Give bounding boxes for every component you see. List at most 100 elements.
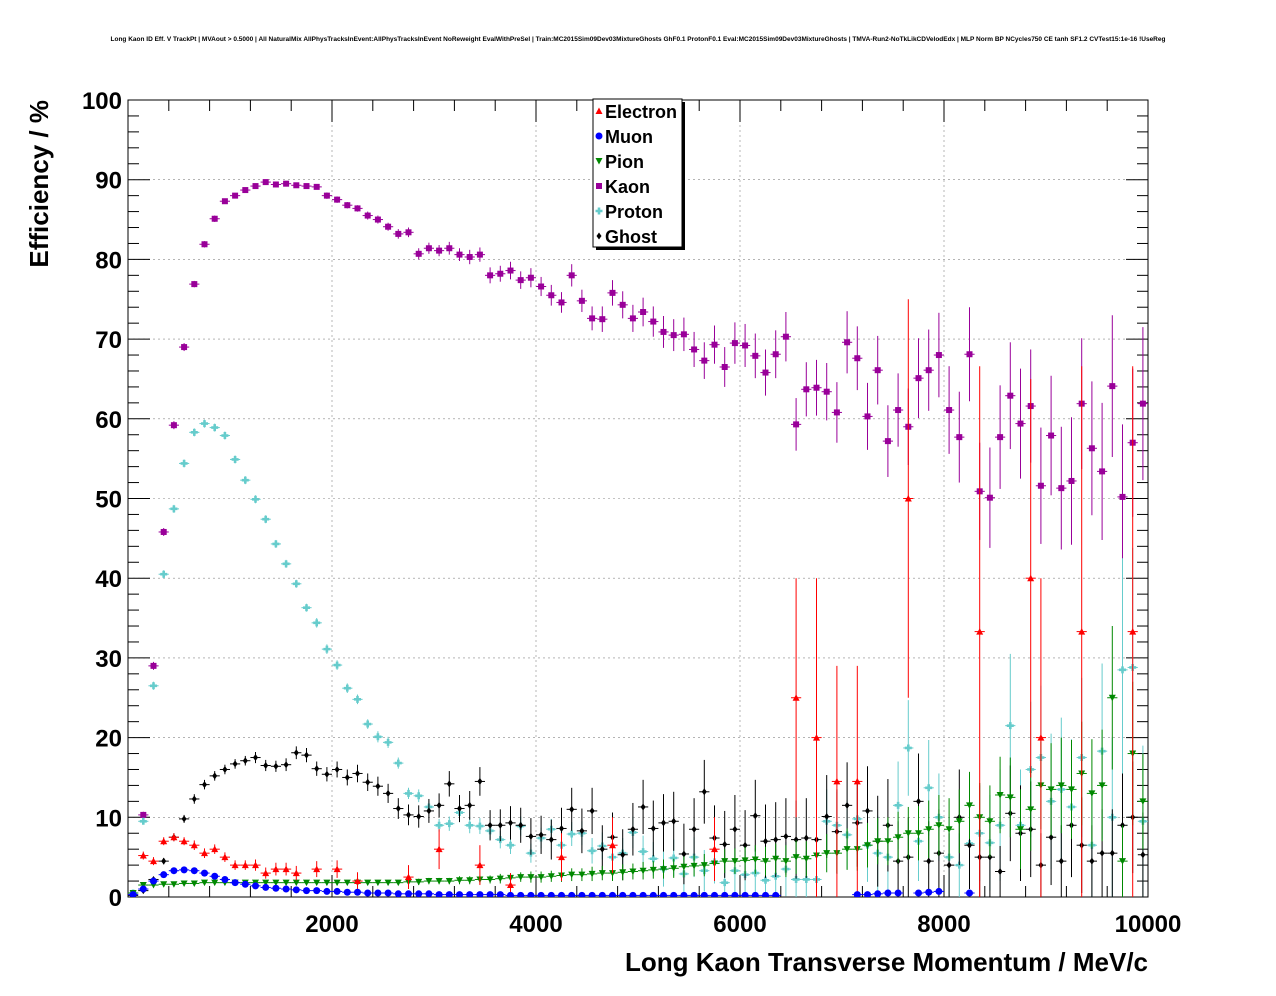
data-point bbox=[477, 777, 483, 785]
data-point bbox=[680, 331, 687, 338]
data-point bbox=[467, 801, 473, 809]
legend-entry-muon: Muon bbox=[595, 127, 653, 147]
y-tick-label: 100 bbox=[82, 88, 122, 115]
data-point bbox=[884, 438, 891, 445]
data-point bbox=[649, 891, 657, 897]
data-point bbox=[466, 891, 474, 897]
data-point bbox=[445, 820, 453, 828]
data-point bbox=[445, 878, 453, 885]
data-point bbox=[313, 879, 321, 887]
data-point bbox=[466, 877, 474, 884]
data-point bbox=[170, 422, 177, 429]
data-point bbox=[701, 788, 707, 796]
data-point bbox=[803, 834, 809, 842]
data-point bbox=[762, 891, 769, 897]
data-point bbox=[139, 882, 147, 889]
data-point bbox=[221, 198, 228, 205]
y-tick-label: 80 bbox=[95, 247, 122, 274]
data-point bbox=[231, 455, 239, 463]
data-point bbox=[283, 761, 289, 769]
data-point bbox=[721, 879, 729, 887]
data-point bbox=[639, 867, 647, 875]
data-point bbox=[497, 821, 503, 829]
data-point bbox=[517, 874, 525, 881]
data-point bbox=[221, 432, 229, 440]
data-point bbox=[313, 183, 320, 190]
data-point bbox=[343, 879, 351, 887]
data-point bbox=[242, 187, 249, 194]
data-point bbox=[385, 223, 392, 230]
data-point bbox=[691, 825, 697, 833]
data-point bbox=[496, 891, 504, 897]
data-point bbox=[711, 845, 718, 853]
data-point bbox=[170, 881, 178, 888]
data-point bbox=[323, 879, 331, 887]
data-point bbox=[333, 661, 341, 669]
data-point bbox=[425, 878, 433, 885]
data-point bbox=[894, 834, 902, 841]
data-point bbox=[558, 853, 565, 861]
data-point bbox=[609, 891, 616, 897]
data-point bbox=[578, 891, 586, 897]
data-point bbox=[241, 880, 249, 888]
data-point bbox=[272, 884, 280, 892]
data-point bbox=[1119, 858, 1126, 865]
data-point bbox=[170, 505, 178, 513]
legend-label: Muon bbox=[605, 127, 653, 147]
data-point bbox=[742, 342, 749, 349]
data-point bbox=[649, 855, 657, 863]
data-point bbox=[445, 891, 453, 897]
data-point bbox=[548, 292, 555, 299]
data-point bbox=[731, 340, 738, 347]
data-point bbox=[476, 861, 484, 869]
data-point bbox=[221, 853, 229, 861]
data-point bbox=[343, 888, 351, 896]
data-point bbox=[670, 891, 678, 897]
data-point bbox=[333, 887, 341, 895]
data-point bbox=[364, 889, 372, 897]
data-point bbox=[772, 855, 780, 863]
data-point bbox=[486, 891, 494, 897]
data-point bbox=[150, 662, 157, 669]
data-point bbox=[507, 881, 514, 889]
data-point bbox=[1099, 468, 1106, 475]
legend-entry-ghost: Ghost bbox=[596, 227, 657, 247]
data-point bbox=[742, 841, 748, 849]
data-point bbox=[1088, 790, 1096, 797]
data-point bbox=[1089, 857, 1095, 865]
data-point bbox=[517, 277, 524, 284]
data-point bbox=[334, 196, 341, 203]
y-tick-label: 0 bbox=[109, 885, 122, 912]
data-point bbox=[916, 797, 921, 805]
data-point bbox=[374, 889, 382, 897]
data-point bbox=[466, 821, 474, 829]
data-point bbox=[690, 891, 698, 897]
data-point bbox=[538, 283, 545, 290]
data-point bbox=[783, 832, 789, 840]
data-point bbox=[527, 274, 534, 281]
data-point bbox=[609, 289, 616, 296]
x-axis-label: Long Kaon Transverse Momentum / MeV/c bbox=[625, 947, 1148, 977]
data-point bbox=[752, 352, 759, 359]
data-point bbox=[1108, 694, 1116, 702]
data-point bbox=[609, 841, 616, 849]
data-point bbox=[630, 825, 636, 833]
data-point bbox=[568, 830, 576, 838]
data-point bbox=[792, 875, 800, 883]
data-point bbox=[170, 867, 178, 875]
data-point bbox=[252, 861, 259, 869]
data-point bbox=[671, 817, 677, 825]
data-point bbox=[415, 890, 423, 897]
data-point bbox=[507, 267, 514, 274]
data-point bbox=[231, 879, 239, 887]
data-point bbox=[955, 818, 963, 825]
data-point bbox=[895, 407, 902, 414]
data-point bbox=[568, 891, 576, 897]
data-point bbox=[997, 434, 1004, 441]
data-point bbox=[701, 357, 708, 364]
data-point bbox=[190, 428, 198, 436]
data-point bbox=[1151, 870, 1156, 877]
data-point bbox=[904, 495, 912, 502]
data-point bbox=[691, 346, 698, 353]
data-point bbox=[588, 870, 596, 878]
